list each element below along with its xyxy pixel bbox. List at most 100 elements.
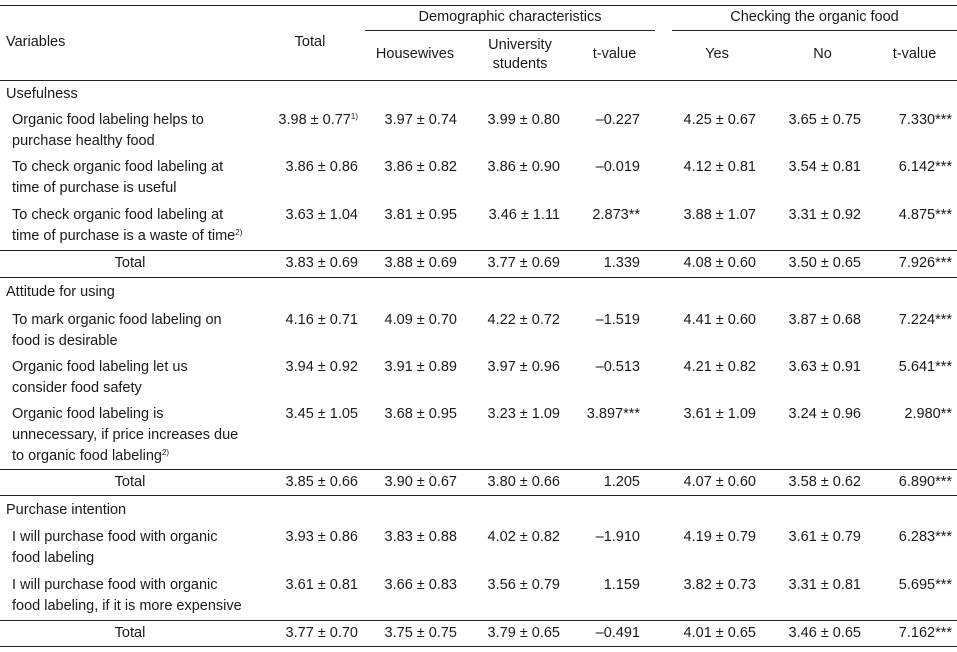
row-label-line: To check organic food labeling at bbox=[12, 159, 224, 175]
row-label: To check organic food labeling at time of… bbox=[12, 205, 260, 247]
cell-housewives: 3.97 ± 0.74 bbox=[362, 110, 457, 131]
cell-tvalue-checking: 4.875*** bbox=[866, 205, 952, 226]
cell-tvalue-checking: 7.330*** bbox=[866, 110, 952, 131]
row-label-line: purchase healthy food bbox=[12, 133, 155, 149]
section-title: Usefulness bbox=[6, 86, 78, 102]
cell-tvalue-checking-text: 5.695*** bbox=[898, 577, 952, 593]
cell-tvalue-demographic-text: 1.159 bbox=[603, 577, 640, 593]
row-label-line: Organic food labeling let us bbox=[12, 359, 188, 375]
cell-tvalue-checking: 6.283*** bbox=[866, 527, 952, 548]
cell-total-text: 3.86 ± 0.86 bbox=[285, 159, 358, 175]
cell-students: 3.46 ± 1.11 bbox=[465, 205, 560, 226]
cell-students: 3.56 ± 0.79 bbox=[465, 575, 560, 596]
cell-no: 3.61 ± 0.79 bbox=[768, 527, 861, 548]
total-cell-housewives-text: 3.90 ± 0.67 bbox=[384, 474, 457, 490]
cell-no-text: 3.24 ± 0.96 bbox=[788, 406, 861, 422]
cell-no-text: 3.54 ± 0.81 bbox=[788, 159, 861, 175]
header-university-line2: students bbox=[492, 56, 548, 72]
cell-housewives: 3.68 ± 0.95 bbox=[362, 404, 457, 425]
cell-housewives: 3.91 ± 0.89 bbox=[362, 357, 457, 378]
row-label-line: unnecessary, if price increases due bbox=[12, 427, 239, 443]
total-row-label: Total bbox=[114, 625, 146, 641]
total-cell-tvalue-demographic-text: 1.339 bbox=[603, 255, 640, 271]
row-label: Organic food labeling let us consider foo… bbox=[12, 357, 260, 399]
cell-no: 3.54 ± 0.81 bbox=[768, 157, 861, 178]
header-bottom-rule bbox=[0, 80, 957, 81]
label-footnote-marker: 2) bbox=[161, 448, 170, 457]
total-cell-total: 3.85 ± 0.66 bbox=[255, 472, 358, 493]
cell-tvalue-checking-text: 6.283*** bbox=[898, 529, 952, 545]
row-label-line: food labeling bbox=[12, 550, 95, 566]
cell-tvalue-demographic: –1.910 bbox=[572, 527, 640, 548]
cell-yes-text: 3.88 ± 1.07 bbox=[683, 207, 756, 223]
cell-no-text: 3.31 ± 0.81 bbox=[788, 577, 861, 593]
cell-total: 3.93 ± 0.86 bbox=[255, 527, 358, 548]
cell-housewives: 3.66 ± 0.83 bbox=[362, 575, 457, 596]
cell-total: 3.45 ± 1.05 bbox=[255, 404, 358, 425]
total-cell-housewives-text: 3.88 ± 0.69 bbox=[384, 255, 457, 271]
cell-housewives: 4.09 ± 0.70 bbox=[362, 310, 457, 331]
cell-students: 3.97 ± 0.96 bbox=[465, 357, 560, 378]
cell-tvalue-demographic-text: 2.873** bbox=[592, 207, 640, 223]
total-rule-below bbox=[0, 495, 957, 496]
cell-students: 4.02 ± 0.82 bbox=[465, 527, 560, 548]
total-cell-yes-text: 4.07 ± 0.60 bbox=[683, 474, 756, 490]
total-cell-tvalue-checking: 7.162*** bbox=[866, 623, 952, 644]
row-label-line: to organic food labeling bbox=[12, 448, 162, 464]
demographic-span-rule bbox=[365, 30, 655, 31]
header-total: Total bbox=[294, 34, 326, 50]
cell-housewives-text: 3.86 ± 0.82 bbox=[384, 159, 457, 175]
cell-yes-text: 3.82 ± 0.73 bbox=[683, 577, 756, 593]
cell-students-text: 3.97 ± 0.96 bbox=[487, 359, 560, 375]
row-label-line: time of purchase is a waste of time bbox=[12, 228, 236, 244]
cell-total-text: 3.98 ± 0.77 bbox=[278, 112, 351, 128]
top-rule bbox=[0, 5, 957, 6]
label-footnote-marker: 2) bbox=[235, 228, 243, 237]
cell-housewives-text: 3.91 ± 0.89 bbox=[384, 359, 457, 375]
total-rule-above bbox=[0, 250, 957, 251]
cell-tvalue-demographic: 2.873** bbox=[572, 205, 640, 226]
cell-tvalue-checking: 2.980** bbox=[866, 404, 952, 425]
cell-students-text: 3.23 ± 1.09 bbox=[487, 406, 560, 422]
cell-yes-text: 4.12 ± 0.81 bbox=[683, 159, 756, 175]
cell-tvalue-checking-text: 7.224*** bbox=[898, 312, 952, 328]
total-cell-no-text: 3.58 ± 0.62 bbox=[788, 474, 861, 490]
cell-housewives-text: 3.83 ± 0.88 bbox=[384, 529, 457, 545]
cell-students-text: 3.46 ± 1.11 bbox=[488, 207, 560, 223]
total-cell-tvalue-checking-text: 7.162*** bbox=[898, 625, 952, 641]
cell-total-text: 3.94 ± 0.92 bbox=[285, 359, 358, 375]
cell-no: 3.87 ± 0.68 bbox=[768, 310, 861, 331]
cell-yes-text: 4.25 ± 0.67 bbox=[683, 112, 756, 128]
cell-students: 4.22 ± 0.72 bbox=[465, 310, 560, 331]
cell-no: 3.31 ± 0.92 bbox=[768, 205, 861, 226]
total-cell-tvalue-demographic: 1.205 bbox=[572, 472, 640, 493]
total-cell-no: 3.50 ± 0.65 bbox=[768, 253, 861, 274]
header-tvalue-checking: t-value bbox=[892, 46, 937, 62]
cell-yes: 4.19 ± 0.79 bbox=[664, 527, 756, 548]
total-cell-no: 3.58 ± 0.62 bbox=[768, 472, 861, 493]
row-label-line: I will purchase food with organic bbox=[12, 577, 218, 593]
cell-tvalue-checking-text: 4.875*** bbox=[898, 207, 952, 223]
cell-total-text: 3.61 ± 0.81 bbox=[285, 577, 358, 593]
total-cell-students-text: 3.79 ± 0.65 bbox=[487, 625, 560, 641]
header-tvalue-demographic: t-value bbox=[592, 46, 637, 62]
total-cell-students: 3.80 ± 0.66 bbox=[465, 472, 560, 493]
cell-tvalue-demographic-text: –0.019 bbox=[595, 159, 640, 175]
cell-no: 3.24 ± 0.96 bbox=[768, 404, 861, 425]
row-label-line: To mark organic food labeling on bbox=[12, 312, 222, 328]
total-cell-yes: 4.07 ± 0.60 bbox=[664, 472, 756, 493]
cell-yes: 4.21 ± 0.82 bbox=[664, 357, 756, 378]
cell-total: 3.86 ± 0.86 bbox=[255, 157, 358, 178]
total-row-label: Total bbox=[114, 255, 146, 271]
total-cell-tvalue-checking: 6.890*** bbox=[866, 472, 952, 493]
cell-students-text: 4.02 ± 0.82 bbox=[487, 529, 560, 545]
row-label-line: To check organic food labeling at bbox=[12, 207, 224, 223]
cell-yes: 4.41 ± 0.60 bbox=[664, 310, 756, 331]
total-cell-total-text: 3.83 ± 0.69 bbox=[285, 255, 358, 271]
header-housewives: Housewives bbox=[375, 46, 455, 62]
total-cell-total: 3.77 ± 0.70 bbox=[255, 623, 358, 644]
cell-students: 3.23 ± 1.09 bbox=[465, 404, 560, 425]
cell-no: 3.63 ± 0.91 bbox=[768, 357, 861, 378]
cell-tvalue-demographic: –0.019 bbox=[572, 157, 640, 178]
row-label-line: consider food safety bbox=[12, 380, 142, 396]
